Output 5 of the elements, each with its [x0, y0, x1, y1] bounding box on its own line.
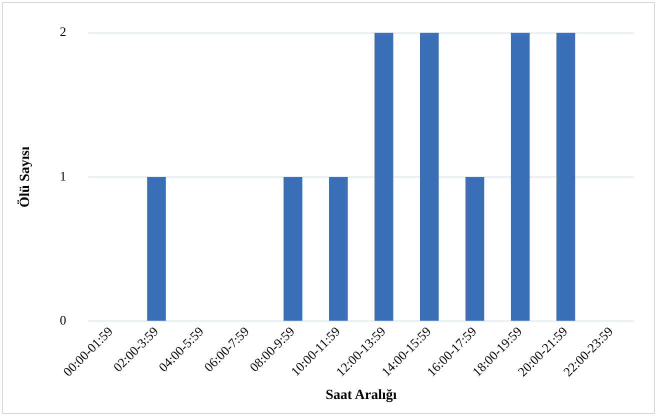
- y-tick-label: 0: [60, 312, 66, 328]
- y-tick-label: 2: [60, 24, 66, 40]
- y-tick-label: 1: [60, 168, 66, 184]
- x-axis-title: Saat Aralığı: [326, 388, 397, 404]
- y-axis-title: Ölü Sayısı: [17, 146, 34, 208]
